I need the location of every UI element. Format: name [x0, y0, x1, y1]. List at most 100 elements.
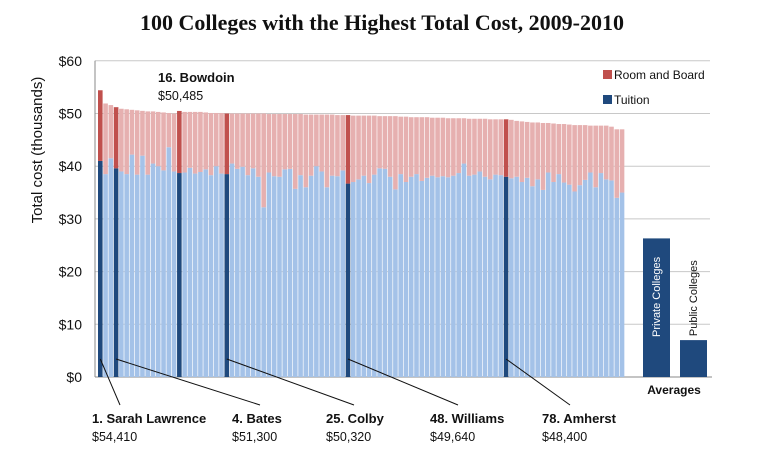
tuition-bar [98, 160, 103, 377]
tuition-bar [461, 163, 467, 377]
tuition-bar [551, 182, 556, 377]
tuition-bar [182, 172, 187, 377]
tuition-bar [577, 185, 583, 377]
callout-value: $54,410 [92, 430, 137, 444]
room-board-bar [408, 117, 414, 177]
tuition-bar [603, 179, 609, 377]
tuition-bar [619, 192, 625, 377]
tuition-bar [503, 176, 509, 377]
tuition-bar [524, 177, 530, 377]
tuition-bar [593, 187, 598, 377]
tuition-bar [540, 189, 546, 377]
room-board-bar [140, 110, 145, 156]
room-board-bar [113, 107, 119, 169]
tuition-bar [356, 179, 361, 377]
callout-name: 1. Sarah Lawrence [92, 411, 206, 426]
room-board-bar [524, 121, 530, 178]
room-board-bar [287, 114, 293, 169]
room-board-bar [245, 113, 251, 176]
tuition-bar [219, 173, 224, 377]
tuition-bar [287, 168, 293, 377]
tuition-bar [451, 175, 456, 377]
tuition-bar [250, 168, 256, 377]
room-board-bar [430, 117, 435, 176]
room-board-bar [503, 119, 509, 177]
room-board-bar [598, 125, 604, 174]
tuition-bar [361, 175, 367, 377]
tuition-bar [398, 174, 403, 377]
tuition-bar [530, 186, 535, 377]
tuition-bar [609, 180, 614, 377]
callout-leader [115, 358, 261, 406]
room-board-bar [177, 110, 182, 174]
room-board-bar [277, 114, 282, 177]
room-board-bar [161, 112, 166, 171]
room-board-bar [577, 125, 583, 186]
room-board-bar [314, 114, 319, 167]
average-bar [680, 340, 707, 377]
room-board-bar [414, 117, 419, 175]
room-board-bar [119, 108, 124, 172]
tuition-bar [345, 183, 351, 377]
room-board-bar [240, 113, 245, 167]
tuition-bar [382, 168, 388, 377]
room-board-bar [150, 111, 156, 164]
tuition-bar [314, 166, 319, 377]
room-board-bar [498, 119, 504, 176]
room-board-bar [319, 114, 324, 172]
room-board-bar [182, 111, 187, 173]
tuition-bar [140, 155, 145, 377]
room-board-bar [361, 115, 367, 176]
tuition-bar [103, 174, 108, 377]
room-board-bar [377, 116, 382, 169]
room-board-bar [366, 115, 372, 184]
tuition-bar [277, 176, 282, 377]
tuition-bar [582, 179, 588, 377]
tuition-bar [572, 191, 577, 377]
room-board-bar [572, 125, 577, 192]
room-board-bar [208, 112, 214, 176]
room-board-bar [356, 115, 361, 180]
room-board-bar [372, 115, 377, 175]
room-board-bar [545, 122, 551, 173]
average-bar-label: Public Colleges [688, 260, 700, 336]
room-board-bar [256, 113, 261, 177]
legend-label-room-board: Room and Board [614, 68, 705, 82]
callout-value: $48,400 [542, 430, 587, 444]
room-board-bar [224, 113, 230, 175]
room-board-bar [440, 117, 446, 177]
room-board-bar [229, 113, 235, 164]
room-board-bar [567, 124, 572, 185]
tuition-bar [377, 168, 382, 377]
room-board-bar [614, 129, 620, 198]
tuition-bar [282, 169, 288, 377]
room-board-bar [393, 116, 398, 190]
room-board-bar [603, 125, 609, 180]
tuition-bar [155, 166, 161, 377]
room-board-bar [519, 121, 525, 183]
tuition-bar [456, 173, 461, 377]
legend-swatch-tuition [603, 95, 612, 104]
tuition-bar [445, 177, 451, 377]
tuition-bar [408, 176, 414, 377]
bars [98, 90, 625, 377]
room-board-bar [108, 105, 114, 159]
tuition-bar [509, 178, 514, 377]
room-board-bar [266, 114, 272, 173]
averages-chart: Private Colleges Public Colleges [636, 238, 712, 378]
tuition-bar [171, 171, 177, 377]
tuition-bar [340, 170, 346, 377]
room-board-bar [477, 118, 483, 172]
legend: Room and Board Tuition [603, 68, 705, 107]
room-board-bar [593, 125, 598, 188]
y-tick-label: $40 [59, 158, 83, 174]
tuition-bar [435, 177, 440, 377]
tuition-bar [224, 174, 230, 377]
y-axis-ticks: $0 $10 $20 $30 $40 $50 $60 [59, 53, 83, 385]
tuition-bar [614, 197, 620, 377]
tuition-bar [477, 171, 483, 377]
room-board-bar [213, 112, 219, 167]
callout-leaders [99, 358, 571, 406]
tuition-bar [319, 171, 324, 377]
tuition-bar [387, 176, 393, 377]
